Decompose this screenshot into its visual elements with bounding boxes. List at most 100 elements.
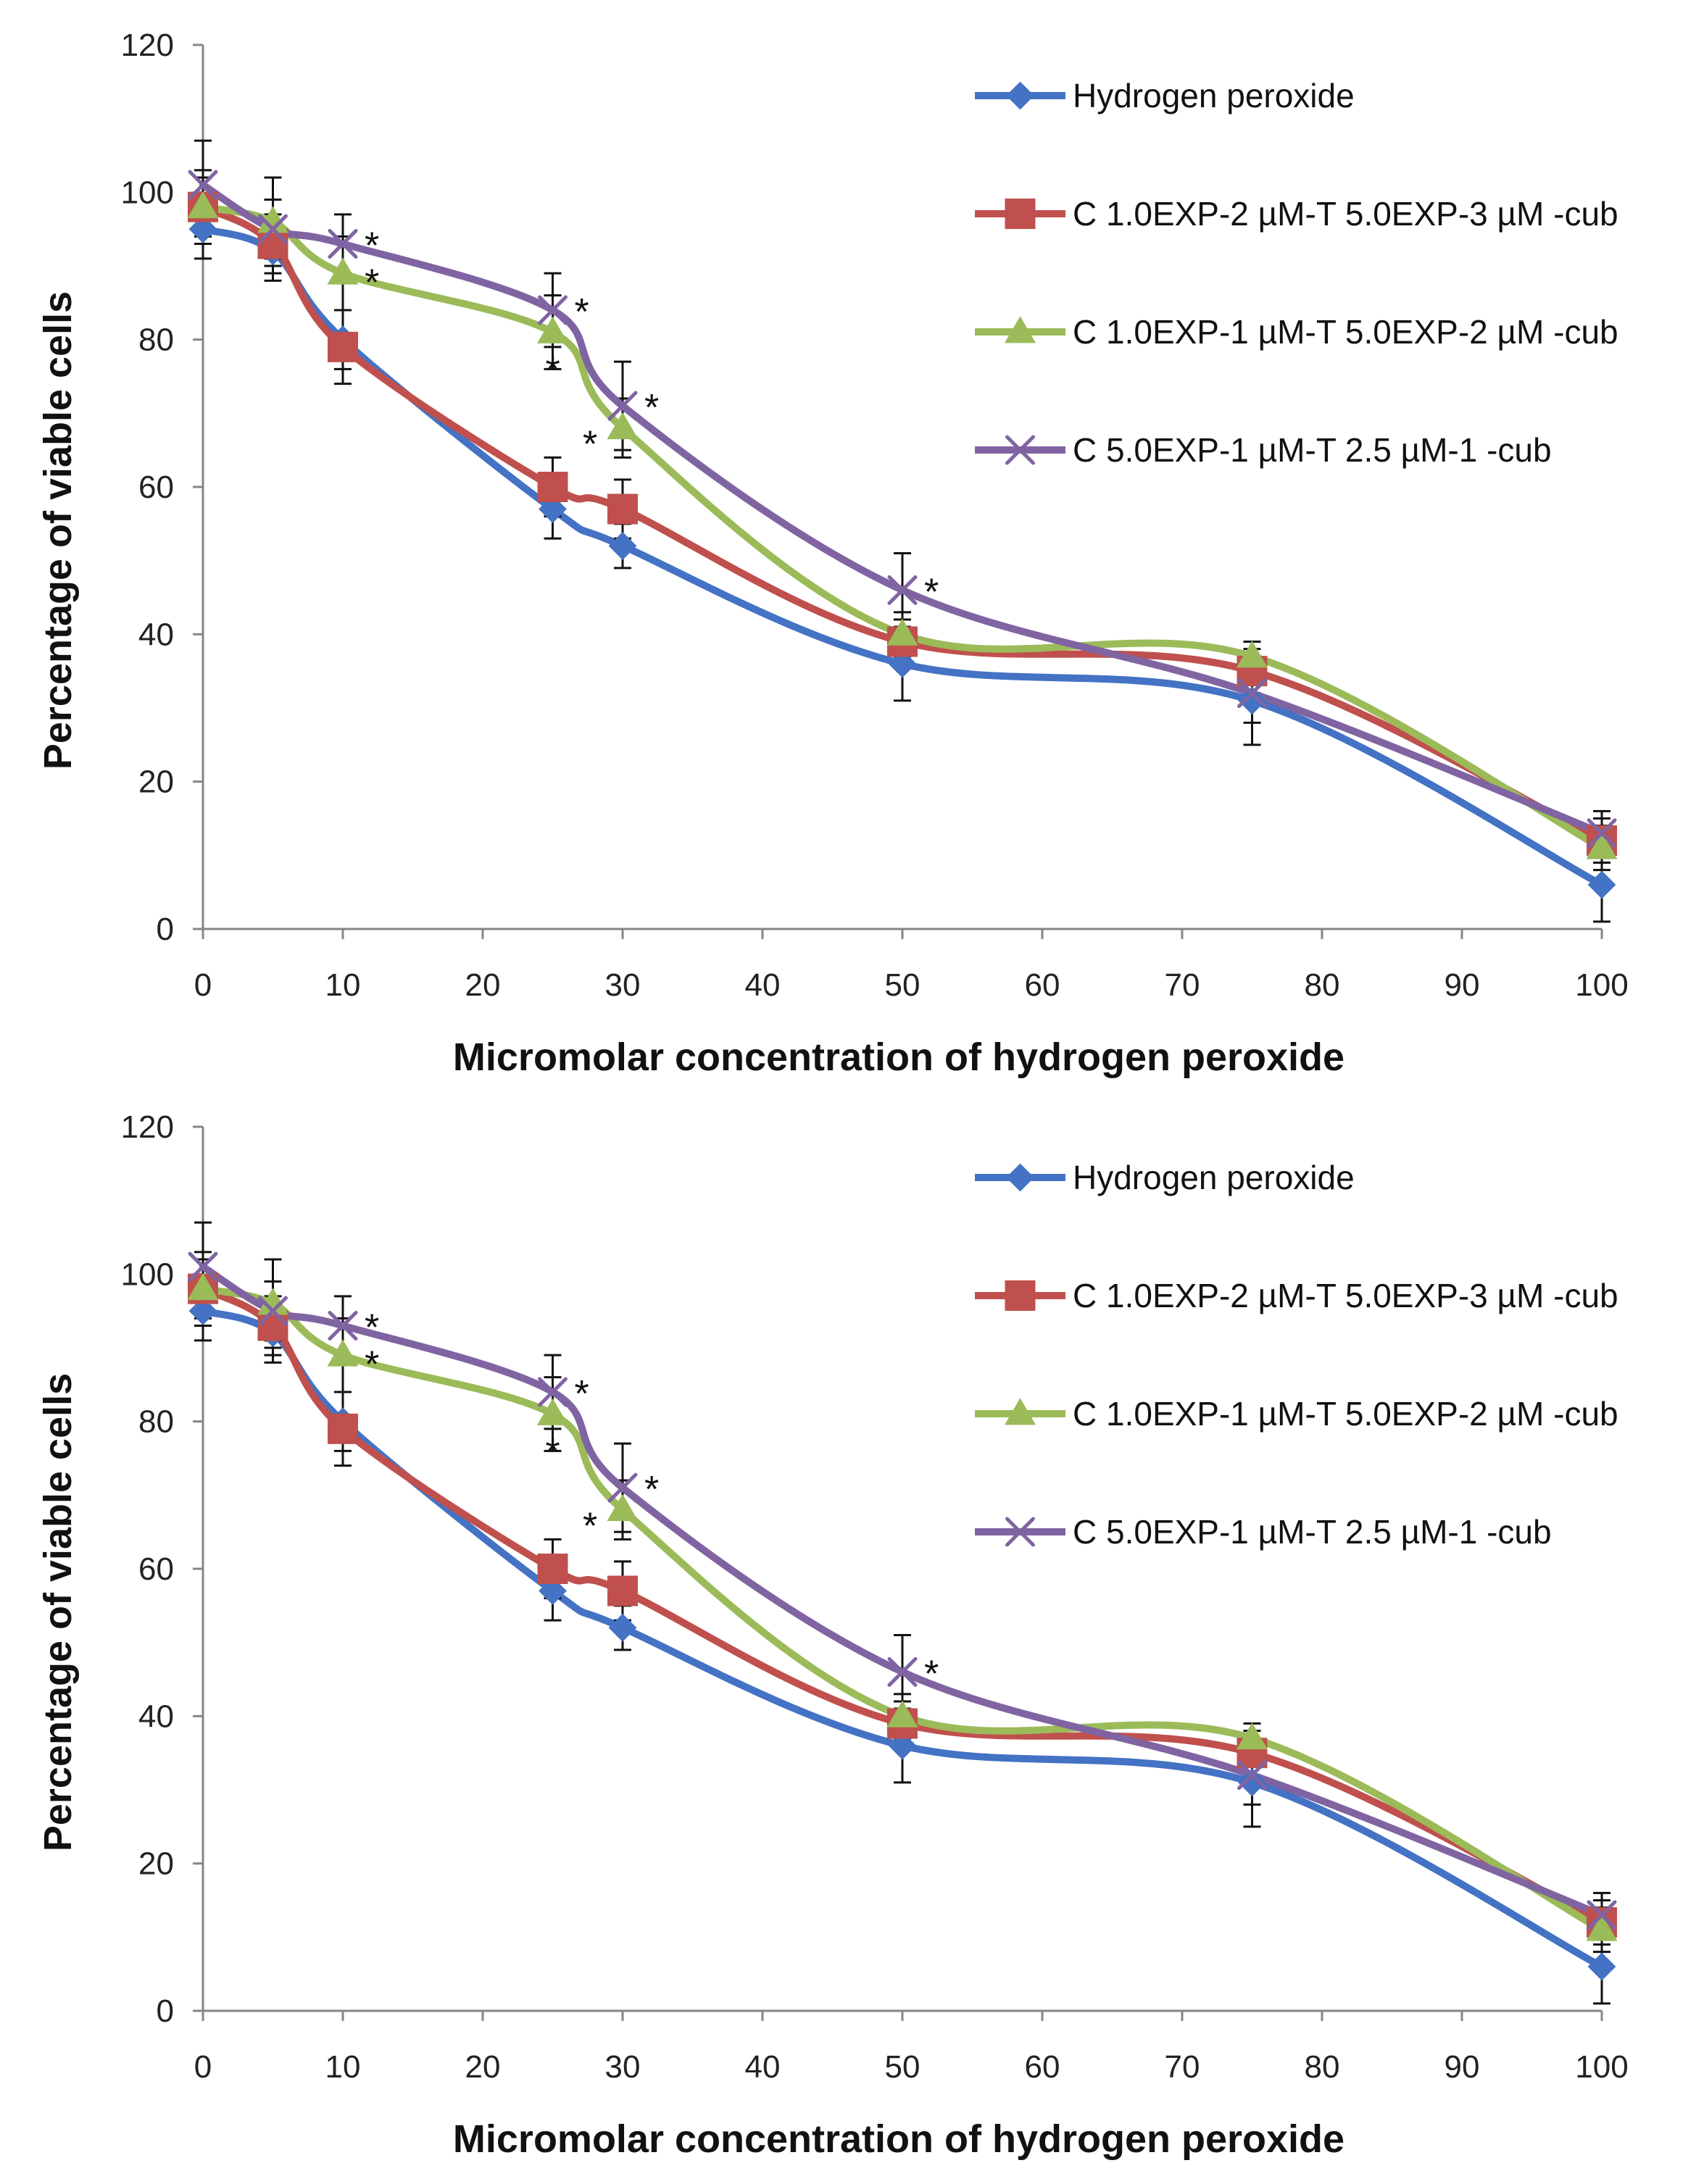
data-point: [1236, 641, 1268, 668]
data-point: [539, 1577, 567, 1605]
legend-label: C 5.0EXP-1 µM-T 2.5 µM-1 -cub: [1073, 431, 1552, 469]
data-point: [537, 1554, 568, 1584]
axes: 0 20 40 60 80 100 120 0 10 20 30 40 50 60 70 80 90 100: [121, 1109, 1629, 2085]
legend-label: Hydrogen peroxide: [1073, 1159, 1355, 1196]
data-point: [608, 531, 637, 560]
data-point: [888, 649, 917, 678]
legend-label: C 1.0EXP-2 µM-T 5.0EXP-3 µM -cub: [1073, 195, 1618, 233]
series-line: [199, 203, 1605, 844]
significance-star: *: [924, 571, 939, 613]
y-tick-label: 120: [121, 1109, 174, 1145]
data-point: [187, 191, 219, 219]
legend-item: Hydrogen peroxide: [975, 1159, 1355, 1196]
legend-label: C 1.0EXP-1 µM-T 5.0EXP-2 µM -cub: [1073, 313, 1618, 351]
data-point: [607, 412, 639, 440]
series-2: [194, 1258, 1611, 1946]
legend-item: C 5.0EXP-1 µM-T 2.5 µM-1 -cub: [975, 1513, 1552, 1551]
data-point: [1236, 1722, 1268, 1750]
legend-item: C 1.0EXP-2 µM-T 5.0EXP-3 µM -cub: [975, 195, 1618, 233]
series-4: [194, 1221, 1611, 1938]
x-tick-label: 30: [605, 2049, 641, 2085]
legend-swatch-marker: [1005, 435, 1035, 465]
significance-star: *: [644, 1469, 659, 1511]
x-tick-label: 60: [1025, 967, 1060, 1003]
series-line: [199, 1285, 1605, 1934]
plot-area: [187, 139, 1618, 923]
significance-star: *: [365, 1307, 379, 1349]
data-point: [1586, 832, 1618, 859]
x-tick-label: 70: [1165, 967, 1200, 1003]
y-axis-title: Percentage of viable cells: [36, 291, 80, 770]
significance-star: *: [644, 387, 659, 429]
legend-label: C 5.0EXP-1 µM-T 2.5 µM-1 -cub: [1073, 1513, 1552, 1551]
legend-item: C 1.0EXP-1 µM-T 5.0EXP-2 µM -cub: [975, 1395, 1618, 1433]
data-point: [327, 257, 359, 285]
y-axis-title: Percentage of viable cells: [36, 1373, 80, 1851]
y-tick-label: 120: [121, 28, 174, 63]
legend: Hydrogen peroxide C 1.0EXP-2 µM-T 5.0EXP-…: [975, 1159, 1618, 1551]
legend-swatch-marker: [1006, 1163, 1034, 1192]
data-point: [188, 1296, 217, 1325]
data-point: [1587, 870, 1616, 899]
x-tick-label: 10: [325, 2049, 361, 2085]
y-tick-label: 20: [138, 1846, 174, 1882]
data-point: [258, 214, 288, 244]
data-point: [328, 229, 358, 259]
series-line: [199, 203, 1605, 852]
data-point: [886, 1700, 918, 1727]
data-point: [1587, 818, 1617, 849]
data-point: [258, 1296, 288, 1326]
series-4-markers: [188, 170, 1617, 849]
axes: 0 20 40 60 80 100 120 0 10 20 30 40 50 60 70 80 90 100: [121, 28, 1629, 1003]
data-point: [1586, 1914, 1618, 1941]
legend-item: C 5.0EXP-1 µM-T 2.5 µM-1 -cub: [975, 431, 1552, 469]
legend-item: C 1.0EXP-2 µM-T 5.0EXP-3 µM -cub: [975, 1277, 1618, 1314]
data-point: [537, 472, 568, 502]
chart-panel-1: 0 20 40 60 80 100 120 0 10 20 30 40 50 60 70 80 90 100 Mic…: [36, 28, 1629, 1079]
series-3-markers: [187, 1272, 1618, 1941]
significance-star: *: [575, 1373, 589, 1415]
x-tick-label: 100: [1575, 2049, 1628, 2085]
x-tick-label: 0: [194, 2049, 212, 2085]
x-tick-label: 90: [1445, 967, 1480, 1003]
chart-panel-2: 0 20 40 60 80 100 120 0 10 20 30 40 50 60 70 80 90 100 Mic…: [36, 1109, 1629, 2161]
legend-swatch-marker: [1005, 1517, 1035, 1547]
x-tick-label: 80: [1305, 967, 1340, 1003]
data-point: [188, 214, 217, 243]
series-line: [199, 1263, 1605, 1919]
series-4: [194, 139, 1611, 856]
data-point: [607, 493, 638, 525]
x-tick-label: 70: [1165, 2049, 1200, 2085]
data-point: [607, 1493, 639, 1522]
annotations: *******: [365, 225, 939, 614]
significance-star: *: [546, 350, 560, 392]
x-tick-label: 60: [1025, 2049, 1060, 2085]
legend-swatch-marker: [1006, 81, 1034, 110]
data-point: [607, 391, 638, 421]
x-tick-label: 10: [325, 967, 361, 1003]
series-line: [199, 1307, 1605, 1970]
plot-area: [187, 1221, 1618, 2005]
y-tick-label: 60: [138, 470, 174, 505]
x-tick-label: 90: [1445, 2049, 1480, 2085]
annotations: *******: [365, 1307, 939, 1696]
legend-swatch-marker: [1005, 199, 1036, 229]
data-point: [1587, 1900, 1617, 1930]
significance-star: *: [365, 225, 379, 267]
y-tick-label: 100: [121, 1256, 174, 1292]
x-tick-label: 0: [194, 967, 212, 1003]
data-point: [536, 316, 569, 343]
x-tick-label: 30: [605, 967, 641, 1003]
legend-swatch-marker: [1005, 1280, 1036, 1311]
y-tick-label: 0: [157, 1993, 174, 2029]
data-point: [187, 1272, 219, 1301]
legend-swatch-marker: [1004, 1398, 1036, 1425]
series-line: [199, 225, 1605, 888]
data-point: [608, 1613, 637, 1642]
x-tick-label: 20: [465, 2049, 501, 2085]
series-line: [199, 1285, 1605, 1926]
y-tick-label: 20: [138, 764, 174, 800]
significance-star: *: [583, 424, 597, 466]
data-point: [328, 1311, 358, 1341]
